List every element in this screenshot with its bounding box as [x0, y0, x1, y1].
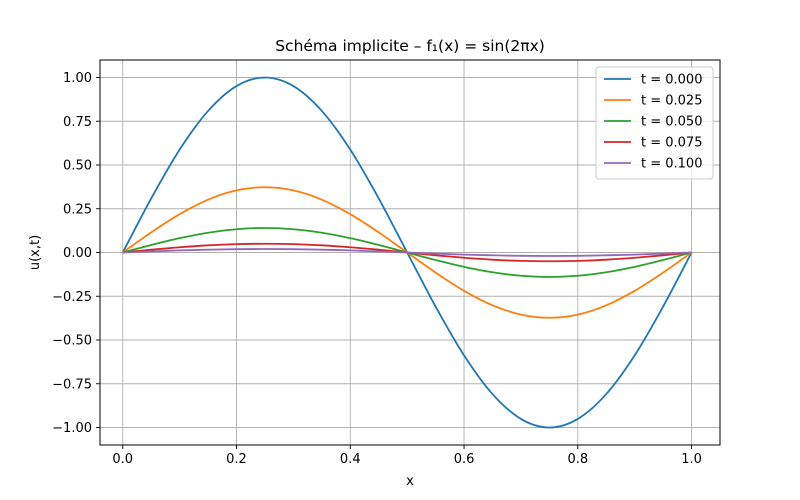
y-tick-label: −1.00: [52, 421, 92, 436]
x-tick-label: 1.0: [681, 452, 702, 467]
series-lines: [121, 76, 693, 429]
x-tick-label: 0.6: [454, 452, 475, 467]
y-tick-label: 0.75: [63, 115, 92, 130]
y-tick-label: 0.25: [63, 202, 92, 217]
x-tick-label: 0.2: [226, 452, 247, 467]
x-tick-label: 0.4: [340, 452, 361, 467]
y-axis-label: u(x,t): [28, 235, 43, 270]
legend-entry: t = 0.050: [641, 115, 702, 130]
legend-entry: t = 0.075: [641, 136, 702, 151]
y-tick-label: 0.00: [63, 246, 92, 261]
legend-entry: t = 0.100: [641, 157, 702, 172]
axis-ticks: 0.0 0.2 0.4 0.6 0.8 1.0 1.00 0.75 0.50 0.25 0.00 −0…: [52, 71, 702, 467]
series-line-5: [122, 248, 692, 257]
y-tick-label: −0.75: [52, 377, 92, 392]
y-tick-label: −0.50: [52, 334, 92, 349]
legend-entry: t = 0.000: [641, 73, 702, 88]
y-tick-label: 0.50: [63, 159, 92, 174]
x-tick-label: 0.0: [112, 452, 133, 467]
y-tick-label: −0.25: [52, 290, 92, 305]
x-axis-label: x: [406, 474, 414, 489]
x-tick-label: 0.8: [567, 452, 588, 467]
chart-title: Schéma implicite – f₁(x) = sin(2πx): [275, 37, 545, 55]
legend: t = 0.000 t = 0.025 t = 0.050 t = 0.075 t = …: [595, 66, 714, 180]
legend-box: [595, 66, 714, 180]
legend-entry: t = 0.025: [641, 94, 702, 109]
y-tick-label: 1.00: [63, 71, 92, 86]
